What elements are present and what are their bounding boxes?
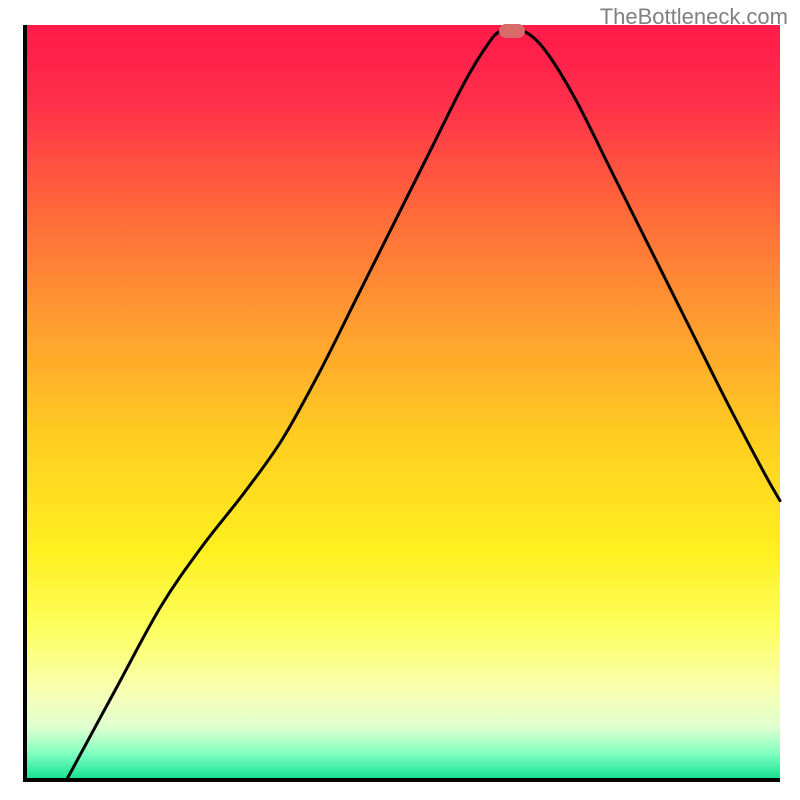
watermark-text: TheBottleneck.com [600,4,788,30]
valley-marker [499,24,525,38]
chart-container: TheBottleneck.com [0,0,800,800]
plot-background [25,25,780,780]
bottleneck-chart [0,0,800,800]
